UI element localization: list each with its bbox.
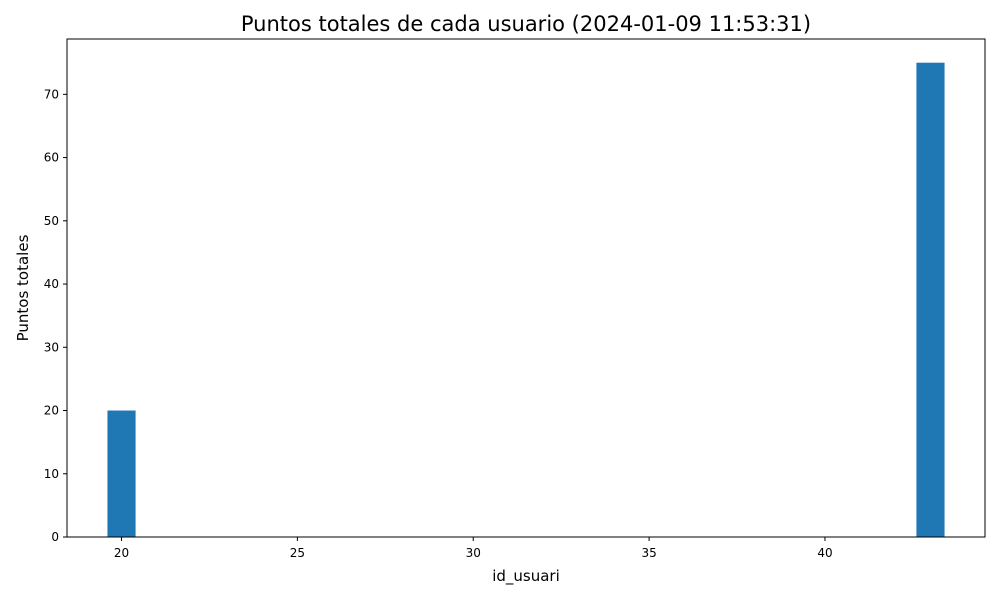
y-tick-label: 70 [44,87,59,101]
plot-area-frame [66,38,986,538]
x-axis-label: id_usuari [492,567,560,586]
y-tick-label: 10 [44,467,59,481]
chart-title: Puntos totales de cada usuario (2024-01-… [241,12,811,36]
y-tick-label: 40 [44,277,59,291]
y-axis-label: Puntos totales [14,234,32,341]
y-tick-label: 60 [44,151,59,165]
x-tick-label: 30 [466,546,481,560]
bars-layer [107,62,945,537]
x-tick-label: 35 [641,546,656,560]
x-axis-ticks: 20 25 30 35 40 [114,537,833,560]
bar-id-43 [916,62,945,537]
y-tick-label: 20 [44,404,59,418]
bar-id-20 [107,410,136,537]
y-tick-label: 30 [44,340,59,354]
y-axis-ticks: 0 10 20 30 40 50 60 70 [44,87,67,544]
x-tick-label: 40 [817,546,832,560]
y-tick-label: 50 [44,214,59,228]
y-tick-label: 0 [51,530,59,544]
x-tick-label: 25 [290,546,305,560]
x-tick-label: 20 [114,546,129,560]
